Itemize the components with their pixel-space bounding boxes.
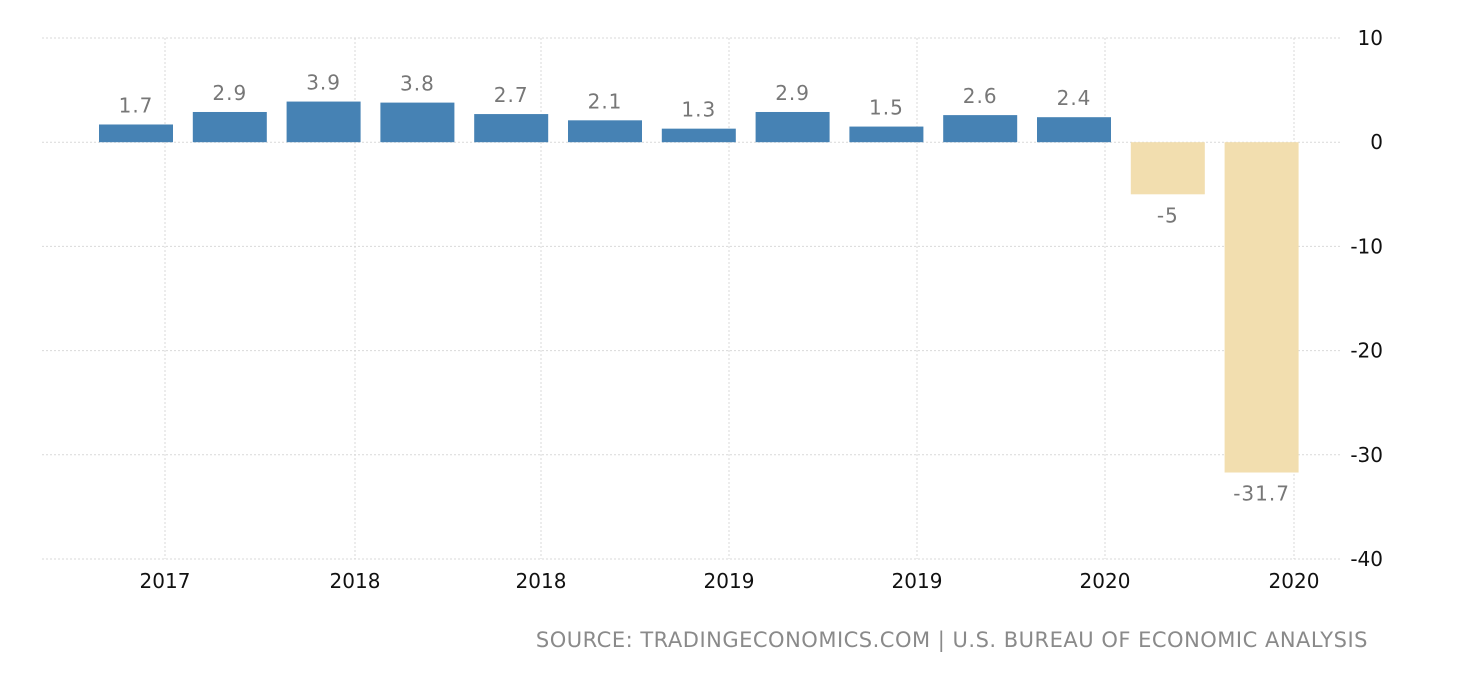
y-axis: 10 0 -10 -20 -30 -40 <box>1350 26 1383 571</box>
x-tick-label: 2019 <box>892 569 943 593</box>
x-tick-label: 2018 <box>330 569 381 593</box>
bar[interactable] <box>192 111 267 143</box>
y-tick-label: 0 <box>1370 130 1383 154</box>
bar[interactable] <box>1224 142 1299 473</box>
bar[interactable] <box>943 115 1018 143</box>
bar[interactable] <box>849 126 924 143</box>
bar-value-label: 2.9 <box>775 81 810 105</box>
bar[interactable] <box>1037 117 1111 143</box>
y-tick-label: -10 <box>1350 234 1383 258</box>
bars-group <box>99 101 1299 473</box>
bar-value-label: 3.9 <box>306 71 341 95</box>
bar[interactable] <box>661 128 736 143</box>
y-tick-label: 10 <box>1358 26 1383 50</box>
bar[interactable] <box>755 111 830 143</box>
bar-value-label: 1.5 <box>869 96 904 120</box>
x-axis: 2017 2018 2018 2019 2019 2020 2020 <box>140 569 1320 593</box>
bar-value-label: -31.7 <box>1233 482 1290 506</box>
bar-value-label: -5 <box>1157 203 1179 227</box>
x-tick-label: 2019 <box>704 569 755 593</box>
x-tick-label: 2020 <box>1269 569 1320 593</box>
source-text: SOURCE: TRADINGECONOMICS.COM | U.S. BURE… <box>535 628 1368 652</box>
bar-value-label: 2.9 <box>212 81 247 105</box>
bar[interactable] <box>568 120 642 143</box>
bar[interactable] <box>1130 142 1205 195</box>
x-tick-label: 2018 <box>516 569 567 593</box>
bar[interactable] <box>474 114 549 143</box>
bar-value-label: 2.6 <box>963 84 998 108</box>
bar-value-label: 2.7 <box>494 83 529 107</box>
bar-value-label: 1.3 <box>681 98 716 122</box>
y-tick-label: -40 <box>1350 547 1383 571</box>
bar-value-label: 3.8 <box>400 72 435 96</box>
x-tick-label: 2020 <box>1080 569 1131 593</box>
bar-value-label: 2.1 <box>588 89 623 113</box>
y-tick-label: -20 <box>1350 339 1383 363</box>
bar[interactable] <box>380 102 455 143</box>
data-labels-group: 1.7 2.9 3.9 3.8 2.7 2.1 1.3 2.9 1.5 2.6 2.4 -5 -31.7 <box>119 71 1290 506</box>
bar-value-label: 2.4 <box>1057 86 1092 110</box>
bar[interactable] <box>99 124 173 143</box>
bar[interactable] <box>286 101 361 143</box>
x-tick-label: 2017 <box>140 569 191 593</box>
bar-value-label: 1.7 <box>119 93 154 117</box>
y-tick-label: -30 <box>1350 443 1383 467</box>
